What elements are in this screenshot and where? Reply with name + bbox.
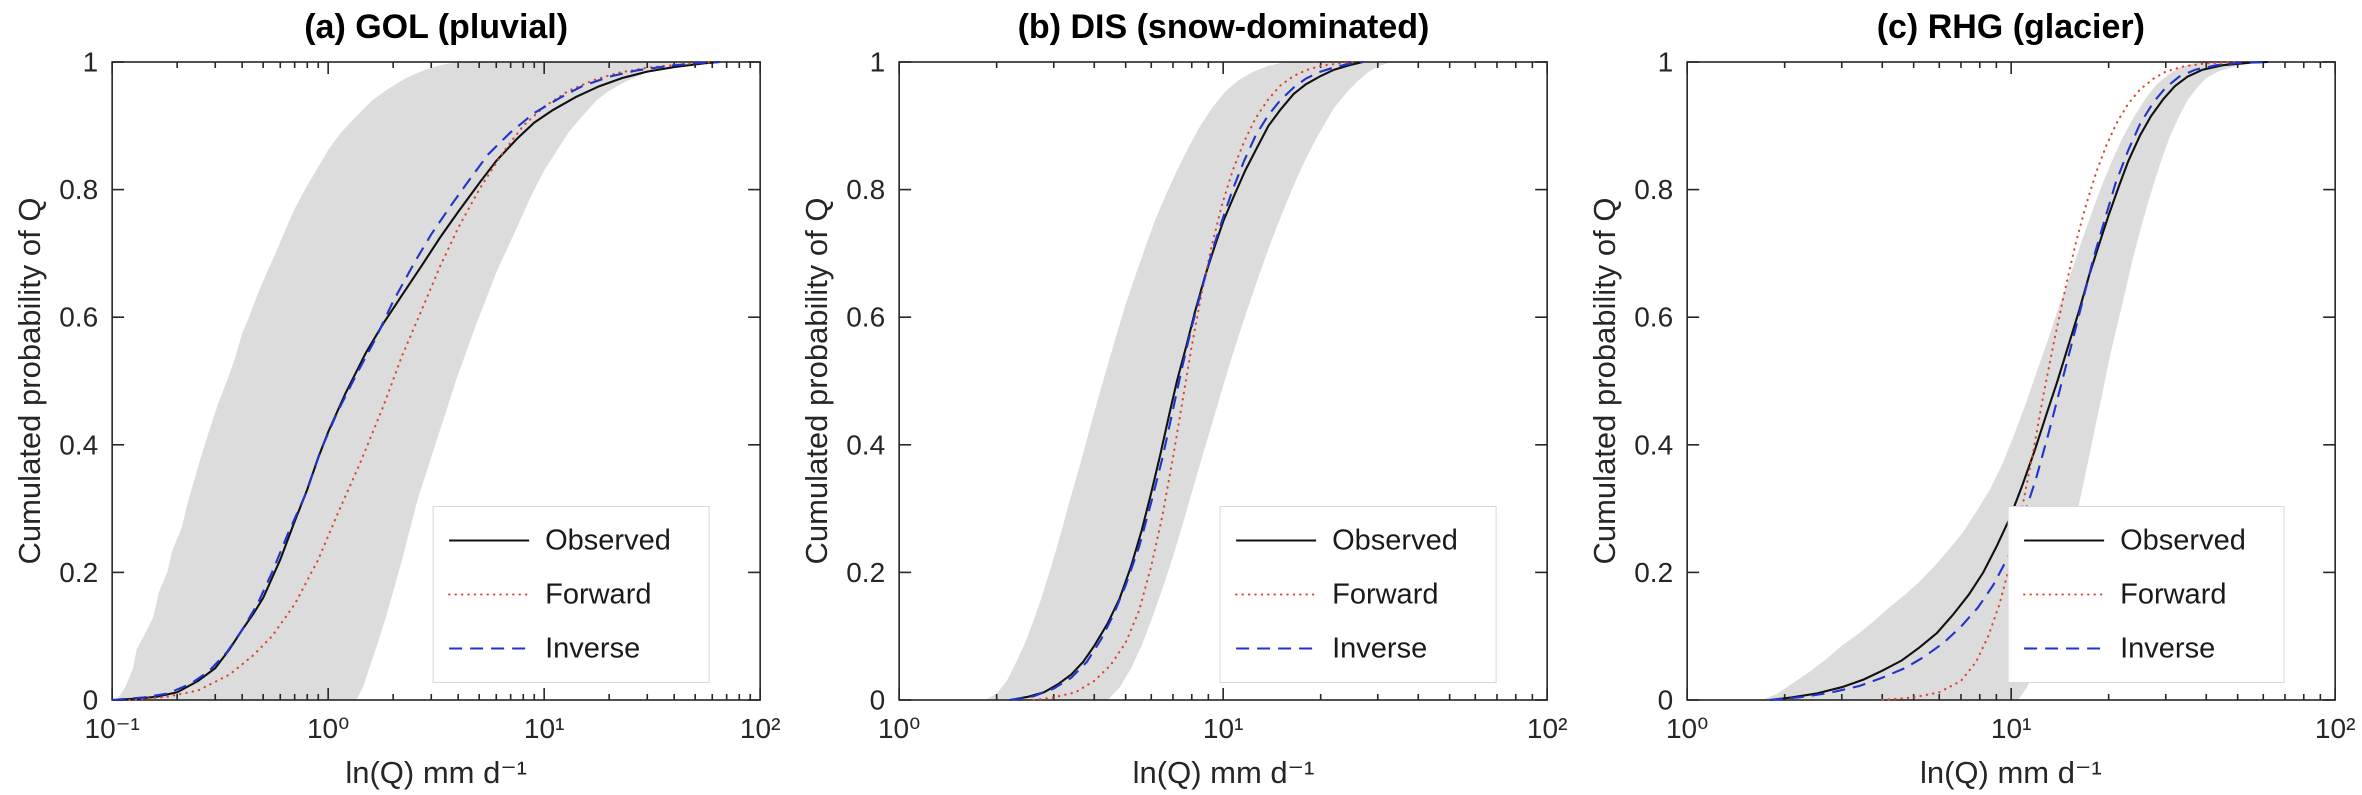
y-tick-label: 0	[870, 685, 886, 716]
series-forward-line	[128, 60, 721, 702]
x-tick-label: 10²	[1527, 713, 1567, 744]
chart-gol-pluvial: 10⁻¹ 10⁰ 10¹ 10² 0 0.2 0.4 0.6 0.8 1 Observed Forwa…	[59, 47, 780, 745]
panel-title: (a) GOL (pluvial)	[304, 8, 569, 46]
legend-label-forward: Forward	[545, 579, 651, 611]
uncertainty-band	[986, 62, 1392, 700]
y-tick-label: 1	[870, 47, 886, 78]
x-tick-label: 10¹	[1203, 713, 1243, 744]
y-tick-label: 0.2	[847, 557, 886, 588]
legend-label-observed: Observed	[2120, 525, 2246, 557]
legend-box	[432, 506, 710, 683]
legend-box	[1219, 506, 1497, 683]
y-axis-label: Cumulated probability of Q	[799, 197, 835, 565]
axis-ticks	[1686, 61, 2336, 701]
y-tick-label: 0.6	[847, 302, 886, 333]
chart-rhg-glacier: 10⁰ 10¹ 10² 0 0.2 0.4 0.6 0.8 1 Observed Forward In…	[1634, 47, 2355, 745]
x-tick-label: 10⁰	[878, 713, 920, 744]
y-tick-label: 0.6	[59, 302, 98, 333]
x-axis-label: ln(Q) mm d⁻¹	[1132, 755, 1315, 790]
y-tick-label: 0	[83, 685, 99, 716]
legend-label-observed: Observed	[1332, 525, 1458, 557]
legend-label-inverse: Inverse	[2120, 633, 2215, 665]
legend-label-observed: Observed	[545, 525, 671, 557]
legend-label-forward: Forward	[1332, 579, 1438, 611]
legend-label-inverse: Inverse	[1332, 633, 1427, 665]
x-tick-label: 10⁰	[1666, 713, 1708, 744]
legend: Observed Forward Inverse	[1219, 506, 1497, 683]
legend-label-forward: Forward	[2120, 579, 2226, 611]
series-forward-line	[1880, 60, 2239, 702]
x-tick-label: 10²	[740, 713, 780, 744]
x-tick-label: 10⁰	[307, 713, 349, 744]
y-tick-label: 0.4	[1634, 429, 1673, 460]
series-observed-line	[112, 60, 720, 702]
uncertainty-band	[116, 62, 713, 700]
y-tick-label: 0	[1657, 685, 1673, 716]
legend: Observed Forward Inverse	[2007, 506, 2285, 683]
legend-label-inverse: Inverse	[545, 633, 640, 665]
y-tick-label: 0.8	[1634, 174, 1673, 205]
y-tick-label: 0.6	[1634, 302, 1673, 333]
x-tick-label: 10¹	[1991, 713, 2031, 744]
panel-c-rhg: 10⁰ 10¹ 10² 0 0.2 0.4 0.6 0.8 1 Observed Forward In…	[1575, 0, 2362, 795]
panel-b-dis: 10⁰ 10¹ 10² 0 0.2 0.4 0.6 0.8 1 Observed Forward In…	[787, 0, 1574, 795]
y-tick-label: 0.2	[59, 557, 98, 588]
chart-dis-snow: 10⁰ 10¹ 10² 0 0.2 0.4 0.6 0.8 1 Observed Forward In…	[847, 47, 1568, 745]
x-axis-label: ln(Q) mm d⁻¹	[345, 755, 527, 790]
legend: Observed Forward Inverse	[432, 506, 710, 683]
y-tick-label: 0.2	[1634, 557, 1673, 588]
y-tick-label: 1	[1657, 47, 1673, 78]
y-axis-label: Cumulated probability of Q	[12, 197, 47, 565]
series-observed-line	[1769, 60, 2268, 702]
series-inverse-line	[1769, 60, 2268, 702]
y-tick-label: 0.4	[847, 429, 886, 460]
y-tick-label: 0.8	[847, 174, 886, 205]
panel-a-gol: 10⁻¹ 10⁰ 10¹ 10² 0 0.2 0.4 0.6 0.8 1 Observed Forwa…	[0, 0, 787, 795]
panel-title: (c) RHG (glacier)	[1876, 8, 2145, 46]
y-tick-label: 1	[83, 47, 99, 78]
x-axis-label: ln(Q) mm d⁻¹	[1919, 755, 2102, 790]
axis-ticks	[111, 61, 761, 701]
y-tick-label: 0.4	[59, 429, 98, 460]
axes-box	[111, 61, 761, 701]
x-tick-label: 10⁻¹	[85, 713, 140, 744]
panel-title: (b) DIS (snow-dominated)	[1017, 8, 1430, 46]
y-axis-label: Cumulated probability of Q	[1586, 197, 1622, 565]
series-forward-line	[1032, 60, 1360, 702]
legend-box	[2007, 506, 2285, 683]
x-tick-label: 10¹	[524, 713, 564, 744]
y-tick-label: 0.8	[59, 174, 98, 205]
x-tick-label: 10²	[2315, 713, 2355, 744]
